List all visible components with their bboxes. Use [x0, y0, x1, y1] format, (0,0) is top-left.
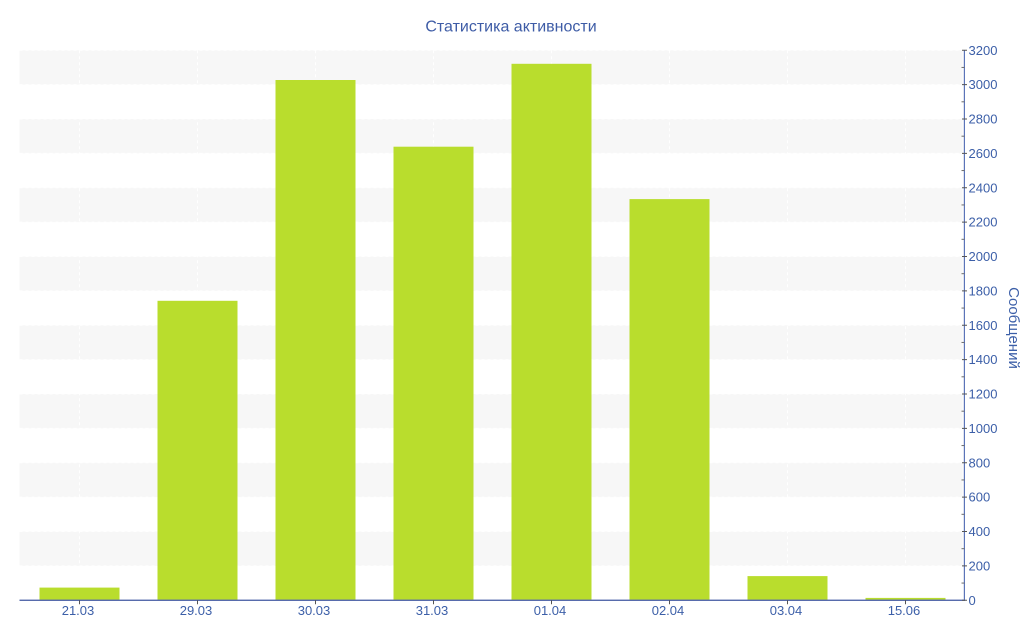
svg-text:1200: 1200 [969, 387, 998, 402]
svg-text:3000: 3000 [969, 77, 998, 92]
svg-text:2600: 2600 [969, 146, 998, 161]
svg-text:29.03: 29.03 [180, 603, 213, 618]
svg-text:15.06: 15.06 [888, 603, 921, 618]
svg-text:200: 200 [969, 558, 991, 573]
svg-text:03.04: 03.04 [770, 603, 803, 618]
svg-text:1000: 1000 [969, 421, 998, 436]
svg-text:2400: 2400 [969, 180, 998, 195]
svg-text:1800: 1800 [969, 283, 998, 298]
svg-text:21.03: 21.03 [62, 603, 95, 618]
svg-text:Статистика активности: Статистика активности [425, 19, 596, 36]
svg-text:Сообщений: Сообщений [1005, 287, 1022, 369]
svg-text:2200: 2200 [969, 215, 998, 230]
svg-text:600: 600 [969, 490, 991, 505]
svg-text:1400: 1400 [969, 352, 998, 367]
svg-text:400: 400 [969, 524, 991, 539]
svg-text:01.04: 01.04 [534, 603, 567, 618]
svg-text:02.04: 02.04 [652, 603, 685, 618]
svg-text:30.03: 30.03 [298, 603, 331, 618]
svg-text:0: 0 [969, 593, 976, 608]
svg-text:2000: 2000 [969, 249, 998, 264]
svg-text:800: 800 [969, 455, 991, 470]
svg-text:31.03: 31.03 [416, 603, 449, 618]
svg-text:2800: 2800 [969, 112, 998, 127]
svg-text:3200: 3200 [969, 43, 998, 58]
svg-text:1600: 1600 [969, 318, 998, 333]
